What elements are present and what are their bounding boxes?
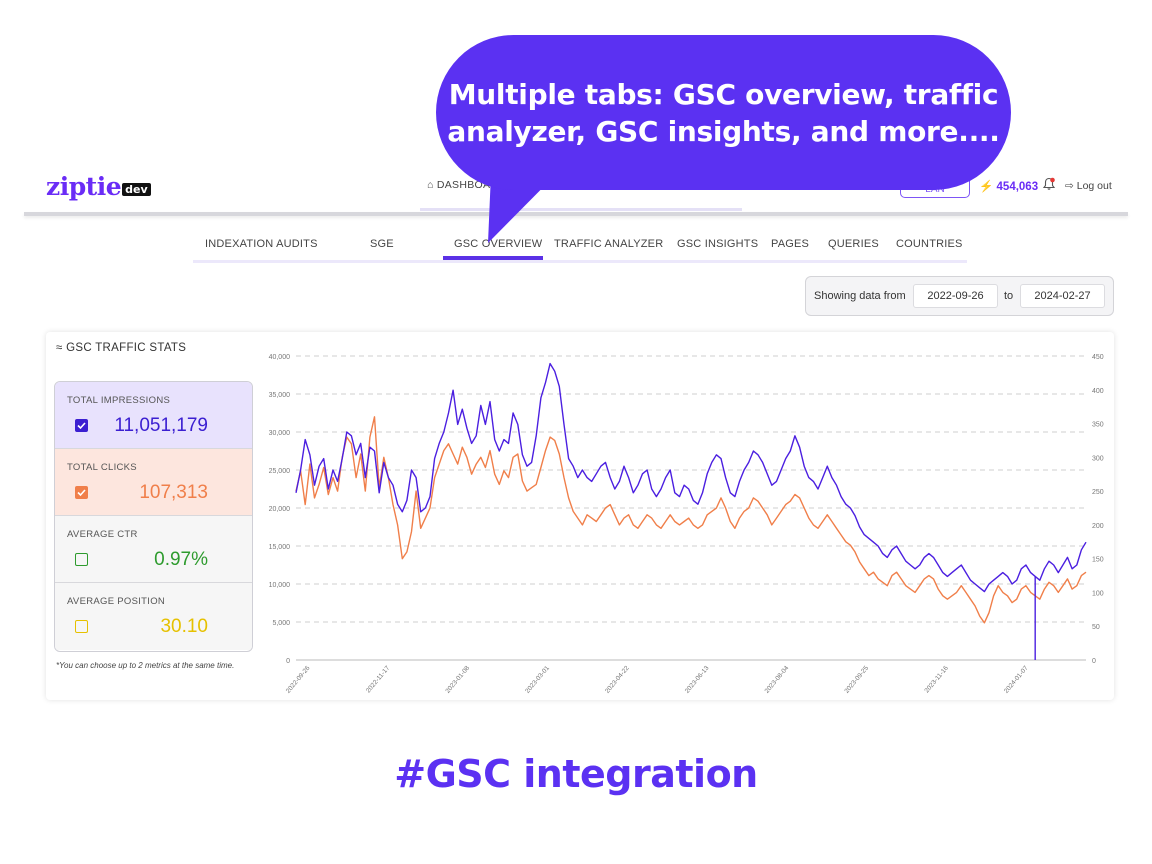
tab-sge[interactable]: SGE <box>370 238 394 250</box>
metric-value: 11,051,179 <box>114 415 208 436</box>
metric-average-ctr[interactable]: AVERAGE CTR 0.97% <box>55 516 252 583</box>
x-tick-label: 2023-03-01 <box>524 664 551 694</box>
y-right-tick-label: 300 <box>1092 455 1104 462</box>
x-tick-label: 2023-09-25 <box>843 664 870 694</box>
date-to-label: to <box>1004 290 1014 302</box>
metric-value: 0.97% <box>154 549 208 570</box>
y-right-tick-label: 450 <box>1092 354 1104 361</box>
y-left-tick-label: 15,000 <box>269 544 291 551</box>
tab-countries[interactable]: COUNTRIES <box>896 238 963 250</box>
y-right-tick-label: 100 <box>1092 590 1104 597</box>
x-tick-label: 2023-08-04 <box>764 664 791 694</box>
nav-dashboard-label: DASHBOA <box>436 179 491 191</box>
active-tab-indicator <box>443 256 543 260</box>
metric-selector: TOTAL IMPRESSIONS 11,051,179 TOTAL CLICK… <box>54 381 253 652</box>
metric-total-clicks[interactable]: TOTAL CLICKS 107,313 <box>55 449 252 516</box>
traffic-line-chart: 40,000 35,000 30,000 25,000 20,000 15,000 10,0… <box>269 354 1104 695</box>
y-left-tick-label: 35,000 <box>269 392 291 399</box>
series-line <box>295 362 1087 593</box>
y-left-tick-label: 20,000 <box>269 506 291 513</box>
tagline: #GSC integration <box>394 752 758 796</box>
trend-icon: ≈ <box>56 342 63 354</box>
x-tick-label: 2022-11-17 <box>365 665 392 695</box>
y-right-tick-label: 0 <box>1092 658 1096 665</box>
y-right-tick-label: 400 <box>1092 388 1104 395</box>
y-left-tick-label: 30,000 <box>269 430 291 437</box>
y-right-tick-label: 250 <box>1092 489 1104 496</box>
callout-bubble <box>436 35 1011 190</box>
logo-text: ziptie <box>46 172 122 201</box>
nav-dashboard[interactable]: ⌂ DASHBOA <box>427 179 490 191</box>
logo-dev-badge: dev <box>122 183 151 196</box>
bolt-icon: ⚡ <box>979 181 994 193</box>
credits-value: 454,063 <box>996 181 1039 193</box>
y-left-tick-label: 40,000 <box>269 354 291 361</box>
tab-gsc-overview[interactable]: GSC OVERVIEW <box>454 238 543 250</box>
x-tick-label: 2023-11-16 <box>923 665 950 695</box>
y-right-tick-label: 50 <box>1092 624 1100 631</box>
credits-counter: ⚡ 454,063 <box>979 179 1038 193</box>
tab-indexation-audits[interactable]: INDEXATION AUDITS <box>205 238 318 250</box>
card-title: ≈ GSC TRAFFIC STATS <box>56 342 186 354</box>
metric-limit-note: *You can choose up to 2 metrics at the s… <box>56 661 235 670</box>
checkbox-unchecked-icon[interactable] <box>75 553 88 566</box>
x-tick-label: 2024-01-07 <box>1003 664 1030 694</box>
checkbox-checked-icon[interactable] <box>75 419 88 432</box>
metric-label: AVERAGE CTR <box>67 529 138 540</box>
callout-text: Multiple tabs: GSC overview, traffic ana… <box>447 78 1000 148</box>
checkbox-checked-icon[interactable] <box>75 486 88 499</box>
tab-traffic-analyzer[interactable]: TRAFFIC ANALYZER <box>554 238 664 250</box>
header-divider <box>24 212 1128 216</box>
metric-label: TOTAL IMPRESSIONS <box>67 395 171 406</box>
date-range-label: Showing data from <box>814 290 906 302</box>
y-left-tick-label: 0 <box>286 658 290 665</box>
home-icon: ⌂ <box>427 179 434 191</box>
x-tick-label: 2023-06-13 <box>684 664 711 694</box>
metric-value: 30.10 <box>160 616 208 637</box>
metric-value: 107,313 <box>139 482 208 503</box>
y-right-tick-label: 150 <box>1092 557 1104 564</box>
tabs-bar <box>193 230 967 263</box>
logout-icon: ⇨ <box>1065 180 1074 192</box>
bell-icon[interactable] <box>1042 177 1056 191</box>
y-right-tick-label: 350 <box>1092 422 1104 429</box>
date-to-input[interactable]: 2024-02-27 <box>1020 284 1105 308</box>
metric-label: TOTAL CLICKS <box>67 462 137 473</box>
metric-label: AVERAGE POSITION <box>67 596 166 607</box>
y-left-tick-label: 5,000 <box>272 620 290 627</box>
logout-button[interactable]: ⇨ Log out <box>1065 180 1112 192</box>
series-line <box>295 416 1087 624</box>
metric-total-impressions[interactable]: TOTAL IMPRESSIONS 11,051,179 <box>55 382 252 449</box>
x-tick-label: 2023-04-22 <box>604 664 631 694</box>
nav-underline <box>420 208 742 211</box>
logout-label: Log out <box>1076 180 1112 192</box>
x-tick-label: 2023-01-08 <box>444 664 471 694</box>
card-title-text: GSC TRAFFIC STATS <box>66 342 187 354</box>
y-right-tick-label: 200 <box>1092 523 1104 530</box>
y-left-tick-label: 25,000 <box>269 468 291 475</box>
tab-pages[interactable]: PAGES <box>771 238 810 250</box>
tab-gsc-insights[interactable]: GSC INSIGHTS <box>677 238 759 250</box>
checkbox-unchecked-icon[interactable] <box>75 620 88 633</box>
y-left-tick-label: 10,000 <box>269 582 291 589</box>
x-tick-label: 2022-09-26 <box>285 664 312 694</box>
ziptie-logo[interactable]: ziptie dev <box>46 172 151 201</box>
tab-queries[interactable]: QUERIES <box>828 238 879 250</box>
date-from-input[interactable]: 2022-09-26 <box>913 284 998 308</box>
metric-average-position[interactable]: AVERAGE POSITION 30.10 <box>55 583 252 650</box>
